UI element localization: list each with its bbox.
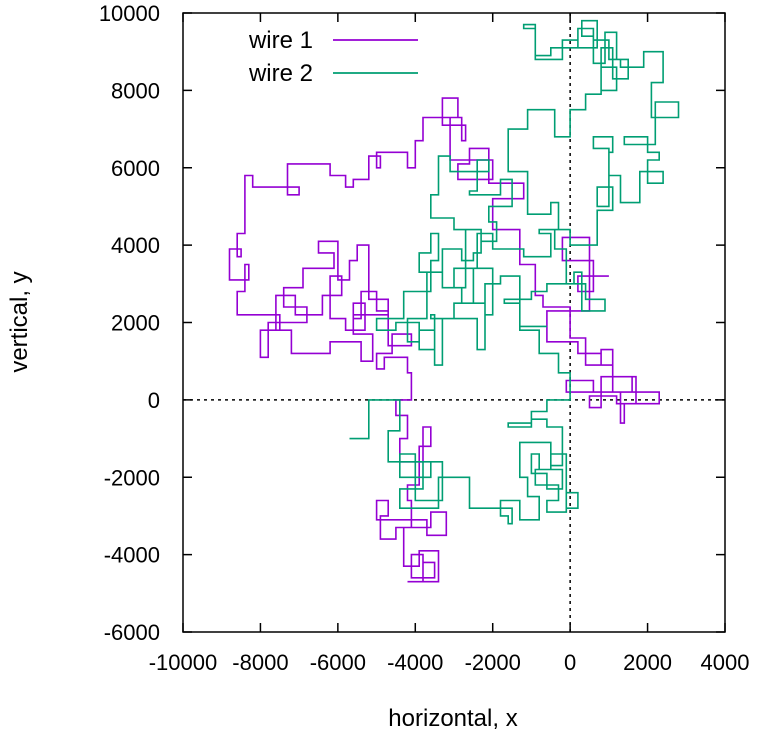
axis-ticks — [182, 12, 726, 633]
y-tick-label: 4000 — [111, 233, 160, 258]
y-tick-label: -6000 — [104, 620, 160, 645]
y-axis-label: vertical, y — [6, 271, 33, 372]
series-line-wire-1 — [228, 97, 660, 583]
y-tick-label: 0 — [148, 388, 160, 413]
y-tick-label: 2000 — [111, 311, 160, 336]
x-axis-label: horizontal, x — [388, 705, 517, 732]
x-tick-label: 0 — [564, 650, 576, 675]
series-line-wire-2 — [349, 19, 680, 525]
y-tick-label: 6000 — [111, 156, 160, 181]
y-tick-label: -4000 — [104, 543, 160, 568]
y-tick-label: 10000 — [99, 1, 160, 26]
x-tick-label: -10000 — [149, 650, 218, 675]
legend-label: wire 2 — [248, 60, 313, 87]
legend-label: wire 1 — [248, 27, 313, 54]
zero-lines — [183, 13, 725, 632]
y-tick-label: 8000 — [111, 78, 160, 103]
tick-labels: -10000 -8000 -6000 -4000 -2000 0 2000 4000 -6000… — [99, 1, 750, 675]
plot-frame — [182, 12, 726, 633]
legend: wire 1 wire 2 — [248, 27, 418, 87]
y-tick-label: -2000 — [104, 465, 160, 490]
series-layer — [228, 19, 680, 583]
x-tick-label: -4000 — [387, 650, 443, 675]
x-tick-label: -8000 — [232, 650, 288, 675]
x-tick-label: -2000 — [465, 650, 521, 675]
x-tick-label: -6000 — [310, 650, 366, 675]
x-tick-label: 2000 — [623, 650, 672, 675]
x-tick-label: 4000 — [701, 650, 750, 675]
